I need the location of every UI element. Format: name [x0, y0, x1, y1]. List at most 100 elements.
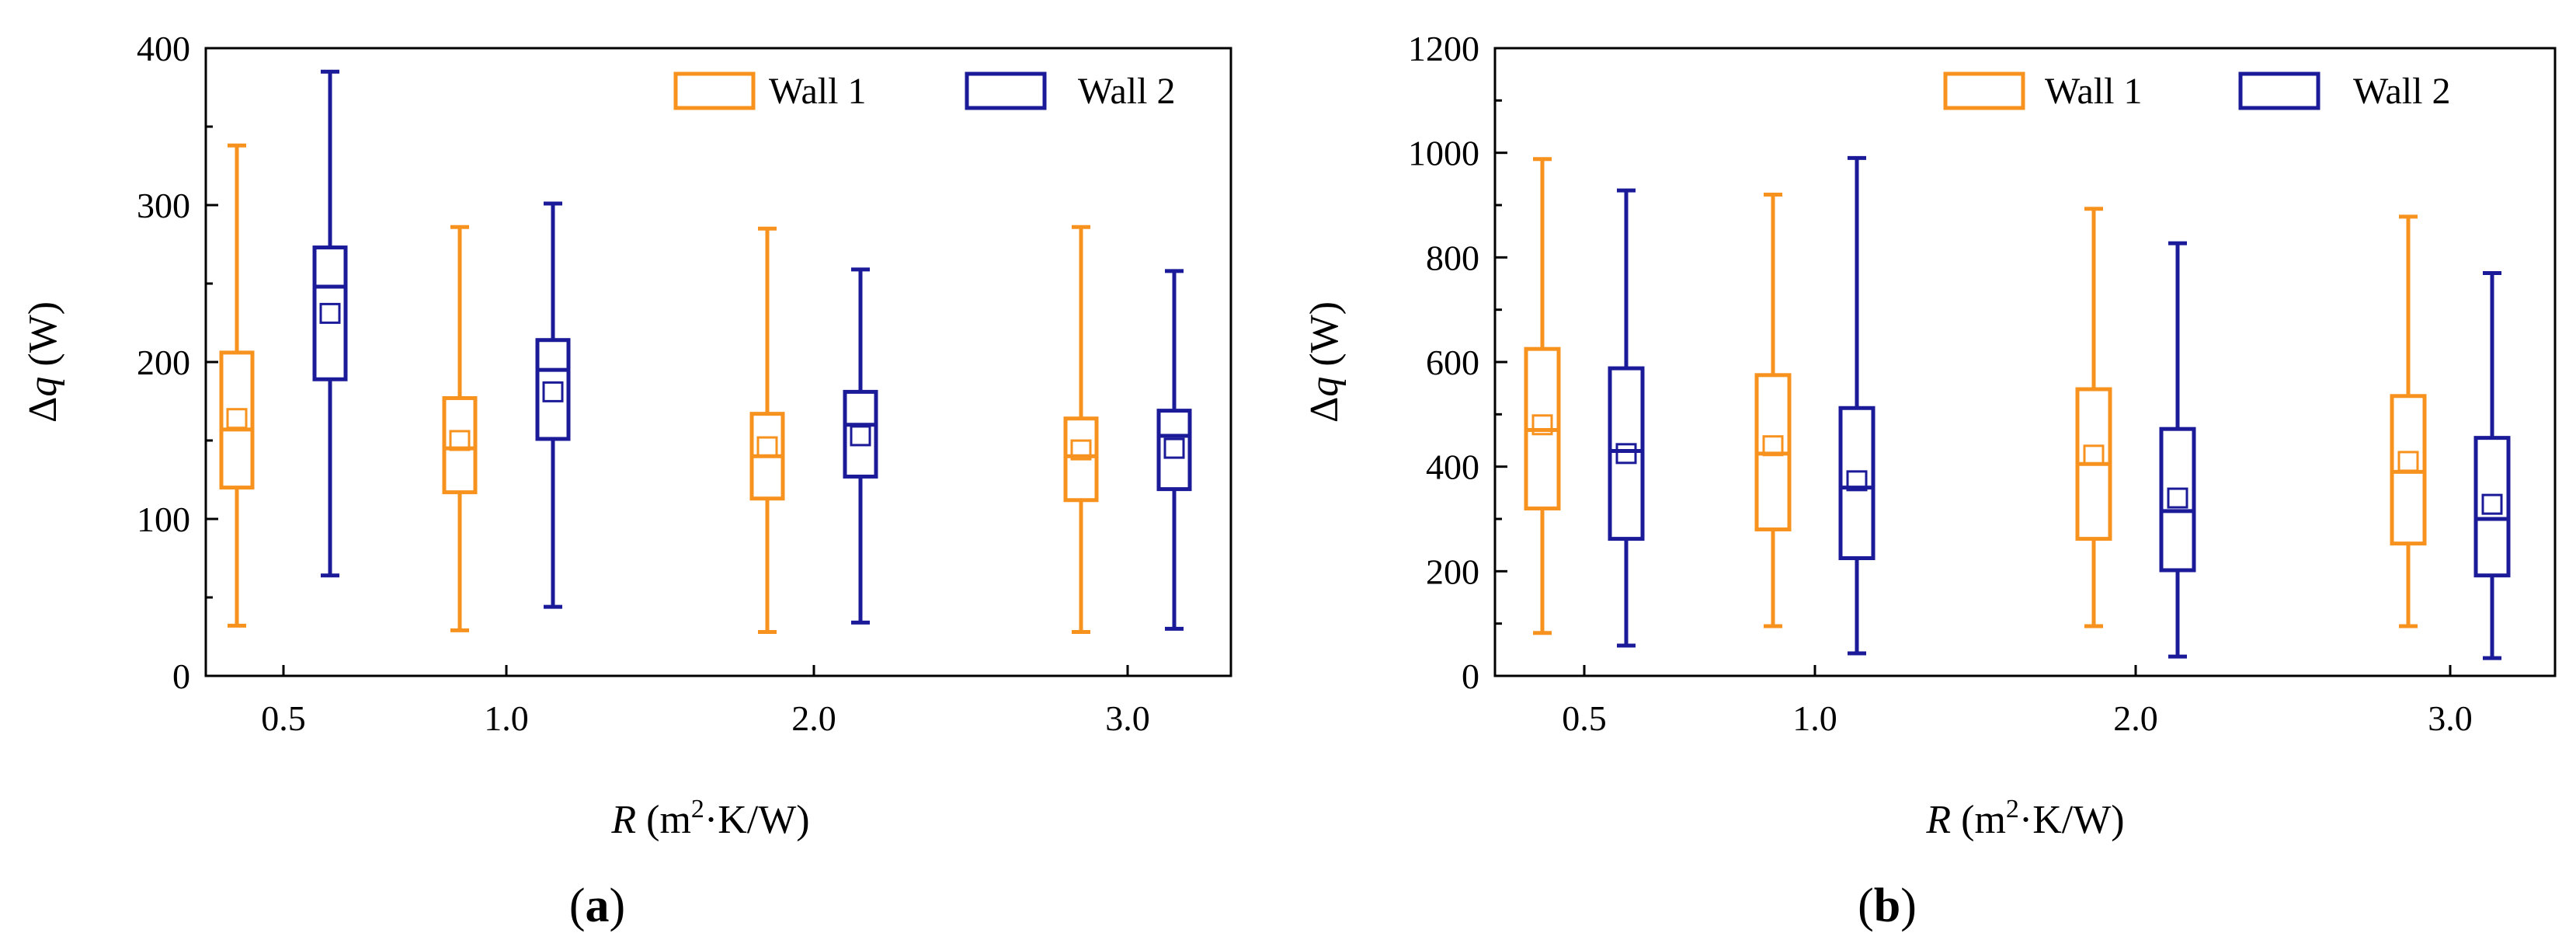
legend-item-wall-2: Wall 2 [965, 71, 1175, 112]
box-wall-2-2.0 [843, 267, 878, 625]
box-wall-1-0.5 [1524, 157, 1561, 635]
y-tick-label: 600 [1426, 343, 1479, 382]
iqr-box [843, 389, 878, 479]
y-tick-label: 0 [172, 656, 190, 696]
box-wall-2-2.0 [2159, 241, 2196, 659]
legend-label: Wall 1 [2045, 71, 2142, 112]
legend-label: Wall 1 [769, 71, 866, 112]
mean-marker [1615, 443, 1637, 465]
legend-item-wall-1: Wall 1 [1943, 71, 2142, 112]
legend-swatch [2238, 71, 2320, 110]
panel-caption: (b) [1858, 879, 1917, 932]
mean-marker [449, 430, 471, 451]
x-tick-label: 2.0 [2113, 698, 2158, 738]
mean-marker [1762, 435, 1784, 457]
mean-marker [1070, 439, 1092, 461]
caption-close: ) [610, 879, 626, 932]
legend-label: Wall 2 [2353, 71, 2450, 112]
iqr-box [219, 350, 255, 490]
iqr-box [2473, 436, 2511, 578]
mean-marker [2397, 451, 2419, 472]
mean-marker [1163, 437, 1185, 459]
x-tick-label: 0.5 [1562, 698, 1607, 738]
y-tick-label: 1200 [1408, 29, 1479, 68]
mean-marker [2167, 487, 2188, 509]
x-axis-title: R (m2·K/W) [610, 795, 809, 842]
y-axis-title-unit: (W) [1302, 301, 1347, 377]
y-tick-label: 100 [137, 500, 190, 539]
iqr-box [1608, 366, 1645, 541]
legend-label: Wall 2 [1078, 71, 1175, 112]
x-axis-title-r: R [610, 798, 636, 842]
x-axis-title-unit-open: (m [1951, 798, 2006, 842]
caption-letter: a [586, 879, 610, 932]
y-tick-label: 300 [137, 186, 190, 225]
x-tick-label: 1.0 [484, 698, 529, 738]
caption-open: ( [569, 879, 586, 932]
y-tick-label: 800 [1426, 238, 1479, 277]
x-axis-title-sup: 2 [2006, 795, 2019, 823]
caption-open: ( [1858, 879, 1874, 932]
y-tick-label: 1000 [1408, 134, 1479, 173]
iqr-box [1156, 409, 1192, 492]
y-tick-label: 400 [1426, 447, 1479, 487]
box-wall-2-3.0 [2473, 271, 2511, 660]
box-wall-2-0.5 [1608, 188, 1645, 648]
box-wall-1-3.0 [1063, 225, 1099, 634]
iqr-box [2159, 426, 2196, 573]
y-tick-label: 200 [1426, 552, 1479, 591]
panel-a: 0 100 200 300 400 0.5 1.0 2.0 3.0 Wall 1 Wall 2 Δq … [21, 29, 1232, 932]
mean-marker [756, 436, 778, 458]
x-tick-label: 3.0 [2428, 698, 2473, 738]
box-wall-2-0.5 [312, 69, 348, 578]
mean-marker [319, 302, 341, 324]
box-wall-1-2.0 [749, 226, 785, 634]
y-axis-title-q: q [21, 377, 65, 397]
x-tick-label: 1.0 [1792, 698, 1837, 738]
legend-item-wall-2: Wall 2 [2238, 71, 2450, 112]
mean-marker [2083, 444, 2105, 466]
legend-swatch [1943, 71, 2025, 110]
iqr-box [312, 245, 348, 381]
legend-swatch [673, 71, 756, 110]
x-axis-title-sup: 2 [691, 795, 704, 823]
panel-caption: (a) [569, 879, 625, 932]
legend-swatch [965, 71, 1047, 110]
legend-item-wall-1: Wall 1 [673, 71, 866, 112]
y-axis-title-delta: Δ [1302, 397, 1347, 423]
box-wall-1-1.0 [1754, 193, 1792, 628]
x-axis-title-unit-close: ·K/W) [2019, 798, 2125, 842]
y-tick-label: 200 [137, 343, 190, 382]
x-axis-title: R (m2·K/W) [1925, 795, 2124, 842]
x-tick-label: 0.5 [261, 698, 306, 738]
box-wall-1-1.0 [442, 225, 478, 632]
caption-letter: b [1874, 879, 1900, 932]
panel-b: 0 200 400 600 800 1000 1200 0.5 1.0 2.0 3.0 Wall 1 W… [1302, 29, 2557, 932]
iqr-box [535, 338, 571, 441]
x-axis-title-unit-close: ·K/W) [704, 798, 810, 842]
y-axis-title-unit: (W) [21, 301, 65, 377]
y-tick-label: 0 [1462, 656, 1479, 696]
box-wall-2-3.0 [1156, 269, 1192, 631]
box-wall-1-3.0 [2390, 214, 2427, 628]
mean-marker [226, 408, 248, 430]
box-wall-1-2.0 [2075, 207, 2112, 628]
x-tick-label: 3.0 [1105, 698, 1150, 738]
plot-frame [1493, 47, 2557, 677]
y-tick-label: 400 [137, 29, 190, 68]
iqr-box [1838, 406, 1876, 561]
mean-marker [850, 425, 871, 447]
x-axis-title-unit-open: (m [636, 798, 691, 842]
y-axis-title-delta: Δ [21, 397, 65, 423]
y-axis-title-q: q [1302, 377, 1347, 397]
box-wall-2-1.0 [535, 201, 571, 609]
iqr-box [442, 395, 478, 495]
mean-marker [1846, 470, 1868, 492]
x-axis-title-r: R [1925, 798, 1951, 842]
mean-marker [542, 381, 564, 402]
mean-marker [1531, 414, 1553, 436]
y-axis-title: Δq (W) [21, 301, 65, 423]
plot-frame [204, 47, 1232, 677]
box-wall-2-1.0 [1838, 155, 1876, 656]
